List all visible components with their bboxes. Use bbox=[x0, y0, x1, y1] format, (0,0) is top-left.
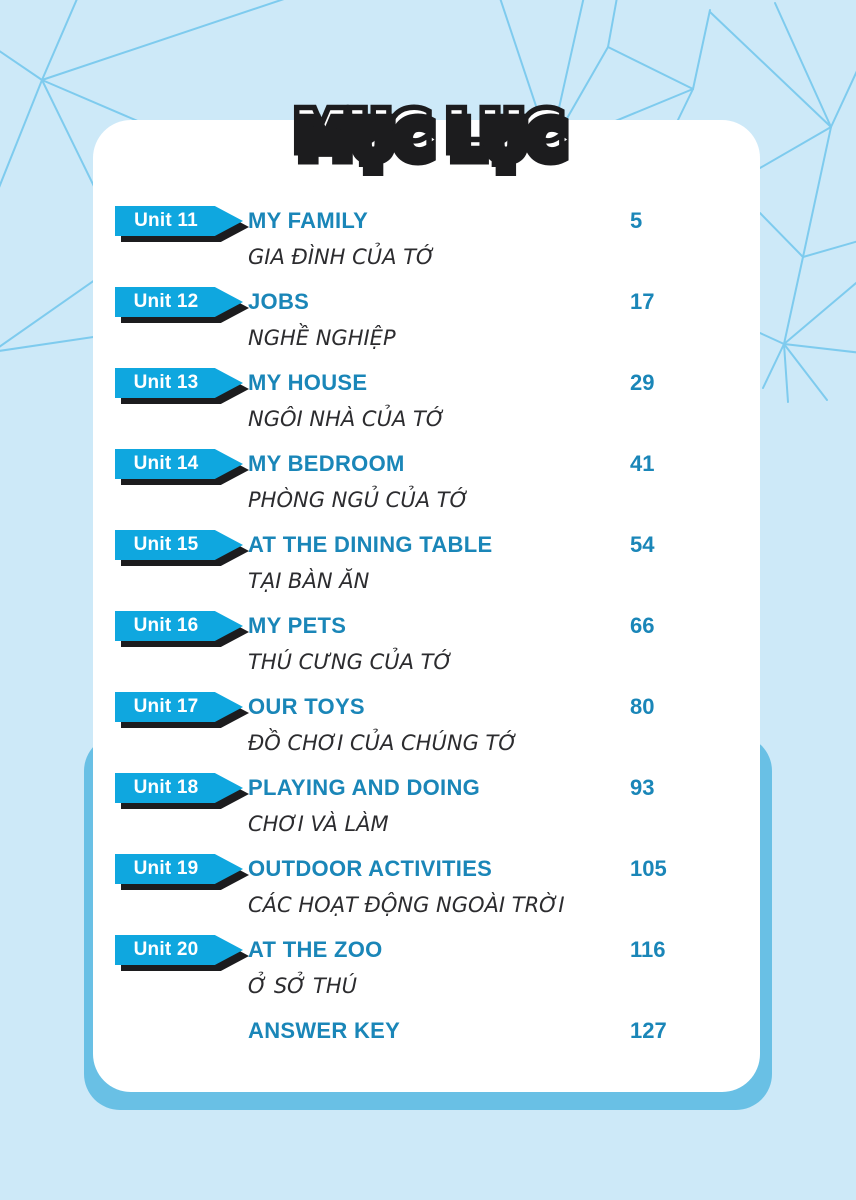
unit-title: AT THE ZOO bbox=[248, 937, 383, 962]
unit-badge-label: Unit 15 bbox=[133, 534, 199, 555]
page-title: MỤC LỤC MỤC LỤC MỤC LỤC bbox=[0, 86, 856, 196]
unit-badge: Unit 11 bbox=[115, 206, 249, 242]
unit-badge-label: Unit 19 bbox=[133, 858, 199, 879]
page-number: 66 bbox=[630, 613, 655, 638]
toc-row: Unit 15 AT THE DINING TABLE 54 TẠI BÀN Ă… bbox=[93, 530, 760, 611]
unit-title: MY BEDROOM bbox=[248, 451, 405, 476]
page-number: 93 bbox=[630, 775, 655, 800]
unit-badge-label: Unit 14 bbox=[133, 453, 199, 474]
unit-title: MY PETS bbox=[248, 613, 347, 638]
page-number: 41 bbox=[630, 451, 655, 476]
unit-subtitle: CÁC HOẠT ĐỘNG NGOÀI TRỜI bbox=[248, 893, 565, 917]
toc-row: Unit 11 MY FAMILY 5 GIA ĐÌNH CỦA TỚ bbox=[93, 206, 760, 287]
unit-badge-label: Unit 18 bbox=[133, 777, 199, 798]
page-title-outline: MỤC LỤC bbox=[289, 95, 568, 169]
page-number: 17 bbox=[630, 289, 655, 314]
page-title-text: MỤC LỤC bbox=[294, 100, 563, 163]
toc-row: Unit 14 MY BEDROOM 41 PHÒNG NGỦ CỦA TỚ bbox=[93, 449, 760, 530]
page-number: 105 bbox=[630, 856, 667, 881]
toc-row: Unit 13 MY HOUSE 29 NGÔI NHÀ CỦA TỚ bbox=[93, 368, 760, 449]
unit-badge-label: Unit 16 bbox=[133, 615, 199, 636]
unit-subtitle: TẠI BÀN ĂN bbox=[248, 569, 370, 593]
unit-badge-label: Unit 20 bbox=[133, 939, 199, 960]
unit-subtitle: GIA ĐÌNH CỦA TỚ bbox=[248, 245, 436, 269]
unit-title: JOBS bbox=[248, 289, 310, 314]
unit-subtitle: NGÔI NHÀ CỦA TỚ bbox=[248, 407, 445, 431]
page-number: 5 bbox=[630, 208, 643, 233]
unit-badge-label: Unit 13 bbox=[133, 372, 199, 393]
unit-title: PLAYING AND DOING bbox=[248, 775, 481, 800]
unit-subtitle: NGHỀ NGHIỆP bbox=[248, 326, 396, 350]
contents-card: Unit 11 MY FAMILY 5 GIA ĐÌNH CỦA TỚ Unit… bbox=[93, 120, 760, 1092]
page-number: 80 bbox=[630, 694, 655, 719]
toc-row: Unit 19 OUTDOOR ACTIVITIES 105 CÁC HOẠT … bbox=[93, 854, 760, 935]
unit-badge: Unit 19 bbox=[115, 854, 249, 890]
unit-badge: Unit 17 bbox=[115, 692, 249, 728]
unit-badge-label: Unit 17 bbox=[133, 696, 199, 717]
unit-badge: Unit 18 bbox=[115, 773, 249, 809]
unit-title: OUR TOYS bbox=[248, 694, 365, 719]
unit-title: ANSWER KEY bbox=[248, 1018, 401, 1043]
page-number: 29 bbox=[630, 370, 655, 395]
unit-subtitle: PHÒNG NGỦ CỦA TỚ bbox=[248, 488, 469, 512]
unit-subtitle: THÚ CƯNG CỦA TỚ bbox=[248, 650, 453, 674]
unit-title: AT THE DINING TABLE bbox=[248, 532, 493, 557]
unit-subtitle: ĐỒ CHƠI CỦA CHÚNG TỚ bbox=[248, 731, 518, 755]
unit-badge: Unit 16 bbox=[115, 611, 249, 647]
unit-title: OUTDOOR ACTIVITIES bbox=[248, 856, 493, 881]
page-title-shadow: MỤC LỤC bbox=[293, 104, 572, 178]
toc-row: Unit 12 JOBS 17 NGHỀ NGHIỆP bbox=[93, 287, 760, 368]
unit-badge-label: Unit 12 bbox=[133, 291, 199, 312]
unit-subtitle: CHƠI VÀ LÀM bbox=[248, 812, 389, 836]
toc-row: Unit 16 MY PETS 66 THÚ CƯNG CỦA TỚ bbox=[93, 611, 760, 692]
toc-row-answer-key: ANSWER KEY 127 bbox=[93, 1016, 760, 1097]
unit-title: MY HOUSE bbox=[248, 370, 368, 395]
unit-badge: Unit 12 bbox=[115, 287, 249, 323]
page-number: 127 bbox=[630, 1018, 667, 1043]
toc-row: Unit 20 AT THE ZOO 116 Ở SỞ THÚ bbox=[93, 935, 760, 1016]
unit-badge-label: Unit 11 bbox=[134, 210, 198, 231]
unit-badge: Unit 13 bbox=[115, 368, 249, 404]
unit-badge: Unit 14 bbox=[115, 449, 249, 485]
unit-badge: Unit 20 bbox=[115, 935, 249, 971]
unit-subtitle: Ở SỞ THÚ bbox=[248, 974, 358, 998]
page-number: 116 bbox=[630, 937, 666, 962]
toc-row: Unit 18 PLAYING AND DOING 93 CHƠI VÀ LÀM bbox=[93, 773, 760, 854]
unit-title: MY FAMILY bbox=[248, 208, 369, 233]
page-number: 54 bbox=[630, 532, 655, 557]
toc-row: Unit 17 OUR TOYS 80 ĐỒ CHƠI CỦA CHÚNG TỚ bbox=[93, 692, 760, 773]
unit-badge: Unit 15 bbox=[115, 530, 249, 566]
